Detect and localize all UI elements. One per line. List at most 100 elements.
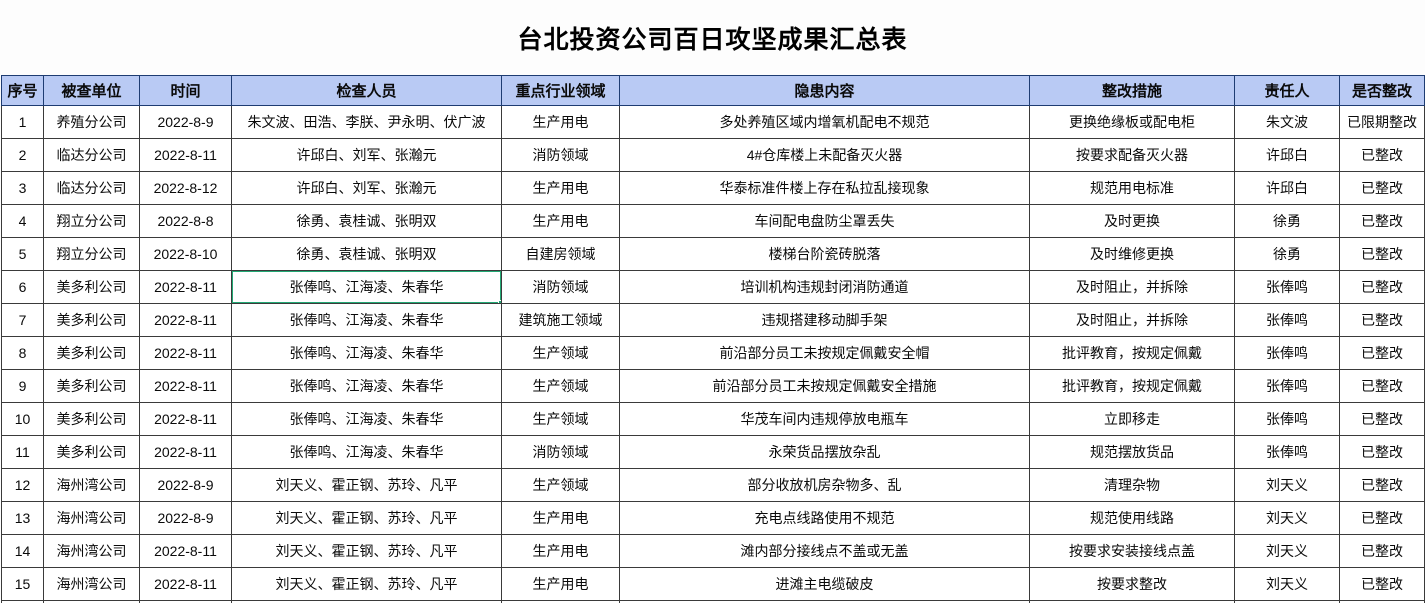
table-cell[interactable]: 朱文波、田浩、李朕、尹永明、伏广波 [231, 105, 502, 139]
table-cell[interactable]: 美多利公司 [43, 303, 140, 337]
table-cell[interactable]: 翔立分公司 [43, 237, 140, 271]
table-cell[interactable]: 2022-8-10 [139, 237, 232, 271]
table-cell[interactable]: 2 [1, 138, 44, 172]
table-cell[interactable]: 生产用电 [501, 534, 620, 568]
table-cell[interactable]: 永荣货品摆放杂乱 [619, 435, 1030, 469]
table-cell[interactable]: 2022-8-11 [139, 270, 232, 304]
table-cell[interactable] [1339, 600, 1425, 603]
table-cell[interactable]: 已整改 [1339, 204, 1425, 238]
table-cell[interactable]: 建筑施工领域 [501, 303, 620, 337]
column-header[interactable]: 检查人员 [231, 75, 502, 106]
table-cell[interactable]: 2022-8-9 [139, 501, 232, 535]
table-cell[interactable]: 2022-8-9 [139, 468, 232, 502]
table-cell[interactable]: 培训机构违规封闭消防通道 [619, 270, 1030, 304]
column-header[interactable]: 责任人 [1234, 75, 1340, 106]
table-cell[interactable]: 已整改 [1339, 435, 1425, 469]
table-cell[interactable]: 刘天义、霍正钢、苏玲、凡平 [231, 534, 502, 568]
table-cell[interactable]: 按要求整改 [1029, 567, 1235, 601]
table-cell[interactable]: 已整改 [1339, 138, 1425, 172]
table-cell[interactable]: 2022-8-11 [139, 369, 232, 403]
table-cell[interactable]: 生产用电 [501, 105, 620, 139]
table-cell[interactable]: 张俸鸣 [1234, 435, 1340, 469]
table-cell[interactable]: 徐勇 [1234, 237, 1340, 271]
table-cell[interactable]: 华茂车间内违规停放电瓶车 [619, 402, 1030, 436]
table-cell[interactable]: 前沿部分员工未按规定佩戴安全措施 [619, 369, 1030, 403]
table-cell[interactable]: 楼梯台阶瓷砖脱落 [619, 237, 1030, 271]
table-cell[interactable]: 张俸鸣 [1234, 369, 1340, 403]
table-cell[interactable]: 美多利公司 [43, 435, 140, 469]
table-cell[interactable]: 9 [1, 369, 44, 403]
table-cell[interactable]: 海州湾公司 [43, 534, 140, 568]
table-cell[interactable]: 4#仓库楼上未配备灭火器 [619, 138, 1030, 172]
column-header[interactable]: 是否整改 [1339, 75, 1425, 106]
table-cell[interactable]: 刘天义 [1234, 534, 1340, 568]
table-cell[interactable]: 及时更换 [1029, 204, 1235, 238]
table-cell[interactable]: 7 [1, 303, 44, 337]
table-cell[interactable]: 已限期整改 [1339, 105, 1425, 139]
table-cell[interactable]: 已整改 [1339, 567, 1425, 601]
table-cell[interactable]: 充电点线路使用不规范 [619, 501, 1030, 535]
table-cell[interactable]: 及时阻止，并拆除 [1029, 270, 1235, 304]
table-cell[interactable]: 生产领域 [501, 468, 620, 502]
table-cell[interactable]: 规范使用线路 [1029, 501, 1235, 535]
column-header[interactable]: 时间 [139, 75, 232, 106]
table-cell[interactable]: 海州湾公司 [43, 567, 140, 601]
table-cell[interactable]: 许邱白、刘军、张瀚元 [231, 171, 502, 205]
table-cell[interactable]: 张俸鸣、江海凌、朱春华 [231, 402, 502, 436]
table-cell[interactable]: 美多利公司 [43, 270, 140, 304]
table-cell[interactable]: 徐勇 [1234, 204, 1340, 238]
table-cell[interactable]: 华泰标准件楼上存在私拉乱接现象 [619, 171, 1030, 205]
table-cell[interactable]: 3 [1, 171, 44, 205]
table-cell[interactable]: 6 [1, 270, 44, 304]
table-cell[interactable]: 2022-8-12 [139, 171, 232, 205]
column-header[interactable]: 重点行业领域 [501, 75, 620, 106]
table-cell[interactable]: 2022-8-9 [139, 105, 232, 139]
table-cell[interactable]: 前沿部分员工未按规定佩戴安全帽 [619, 336, 1030, 370]
table-cell[interactable]: 许邱白、刘军、张瀚元 [231, 138, 502, 172]
table-cell[interactable]: 13 [1, 501, 44, 535]
table-cell[interactable]: 违规搭建移动脚手架 [619, 303, 1030, 337]
table-cell[interactable]: 消防领域 [501, 138, 620, 172]
table-cell[interactable]: 更换绝缘板或配电柜 [1029, 105, 1235, 139]
table-cell[interactable]: 2022-8-11 [139, 138, 232, 172]
table-cell[interactable]: 许邱白 [1234, 171, 1340, 205]
table-cell[interactable]: 已整改 [1339, 468, 1425, 502]
table-cell[interactable]: 4 [1, 204, 44, 238]
table-cell[interactable]: 清理杂物 [1029, 468, 1235, 502]
table-cell[interactable]: 已整改 [1339, 369, 1425, 403]
table-cell[interactable]: 已整改 [1339, 402, 1425, 436]
table-cell[interactable]: 按要求配备灭火器 [1029, 138, 1235, 172]
table-cell[interactable]: 张俸鸣 [1234, 270, 1340, 304]
table-cell[interactable]: 刘天义 [1234, 567, 1340, 601]
table-cell[interactable]: 朱文波 [1234, 105, 1340, 139]
table-cell[interactable]: 15 [1, 567, 44, 601]
table-cell[interactable]: 生产领域 [501, 336, 620, 370]
table-cell[interactable]: 临达分公司 [43, 171, 140, 205]
table-cell[interactable]: 已整改 [1339, 270, 1425, 304]
table-cell[interactable]: 12 [1, 468, 44, 502]
table-cell[interactable]: 海州湾公司 [43, 468, 140, 502]
table-cell[interactable]: 消防领域 [501, 435, 620, 469]
table-cell[interactable]: 8 [1, 336, 44, 370]
table-cell[interactable]: 已整改 [1339, 237, 1425, 271]
table-cell[interactable]: 张俸鸣、江海凌、朱春华 [231, 336, 502, 370]
column-header[interactable]: 序号 [1, 75, 44, 106]
table-cell[interactable]: 已整改 [1339, 303, 1425, 337]
table-cell[interactable]: 及时阻止，并拆除 [1029, 303, 1235, 337]
table-cell[interactable]: 2022-8-11 [139, 402, 232, 436]
column-header[interactable]: 被查单位 [43, 75, 140, 106]
table-cell[interactable]: 2022-8-11 [139, 435, 232, 469]
table-cell[interactable]: 规范摆放货品 [1029, 435, 1235, 469]
table-cell[interactable]: 2022-8-11 [139, 303, 232, 337]
table-cell[interactable]: 美多利公司 [43, 369, 140, 403]
table-cell[interactable]: 自建房领域 [501, 237, 620, 271]
table-cell[interactable]: 11 [1, 435, 44, 469]
table-cell[interactable]: 14 [1, 534, 44, 568]
selected-cell[interactable]: 张俸鸣、江海凌、朱春华 [231, 270, 502, 304]
table-cell[interactable]: 已整改 [1339, 171, 1425, 205]
table-cell[interactable]: 刘天义、霍正钢、苏玲、凡平 [231, 501, 502, 535]
table-cell[interactable]: 张俸鸣、江海凌、朱春华 [231, 303, 502, 337]
table-cell[interactable]: 徐勇、袁桂诚、张明双 [231, 204, 502, 238]
table-cell[interactable]: 批评教育，按规定佩戴 [1029, 336, 1235, 370]
table-cell[interactable]: 张俸鸣 [1234, 303, 1340, 337]
